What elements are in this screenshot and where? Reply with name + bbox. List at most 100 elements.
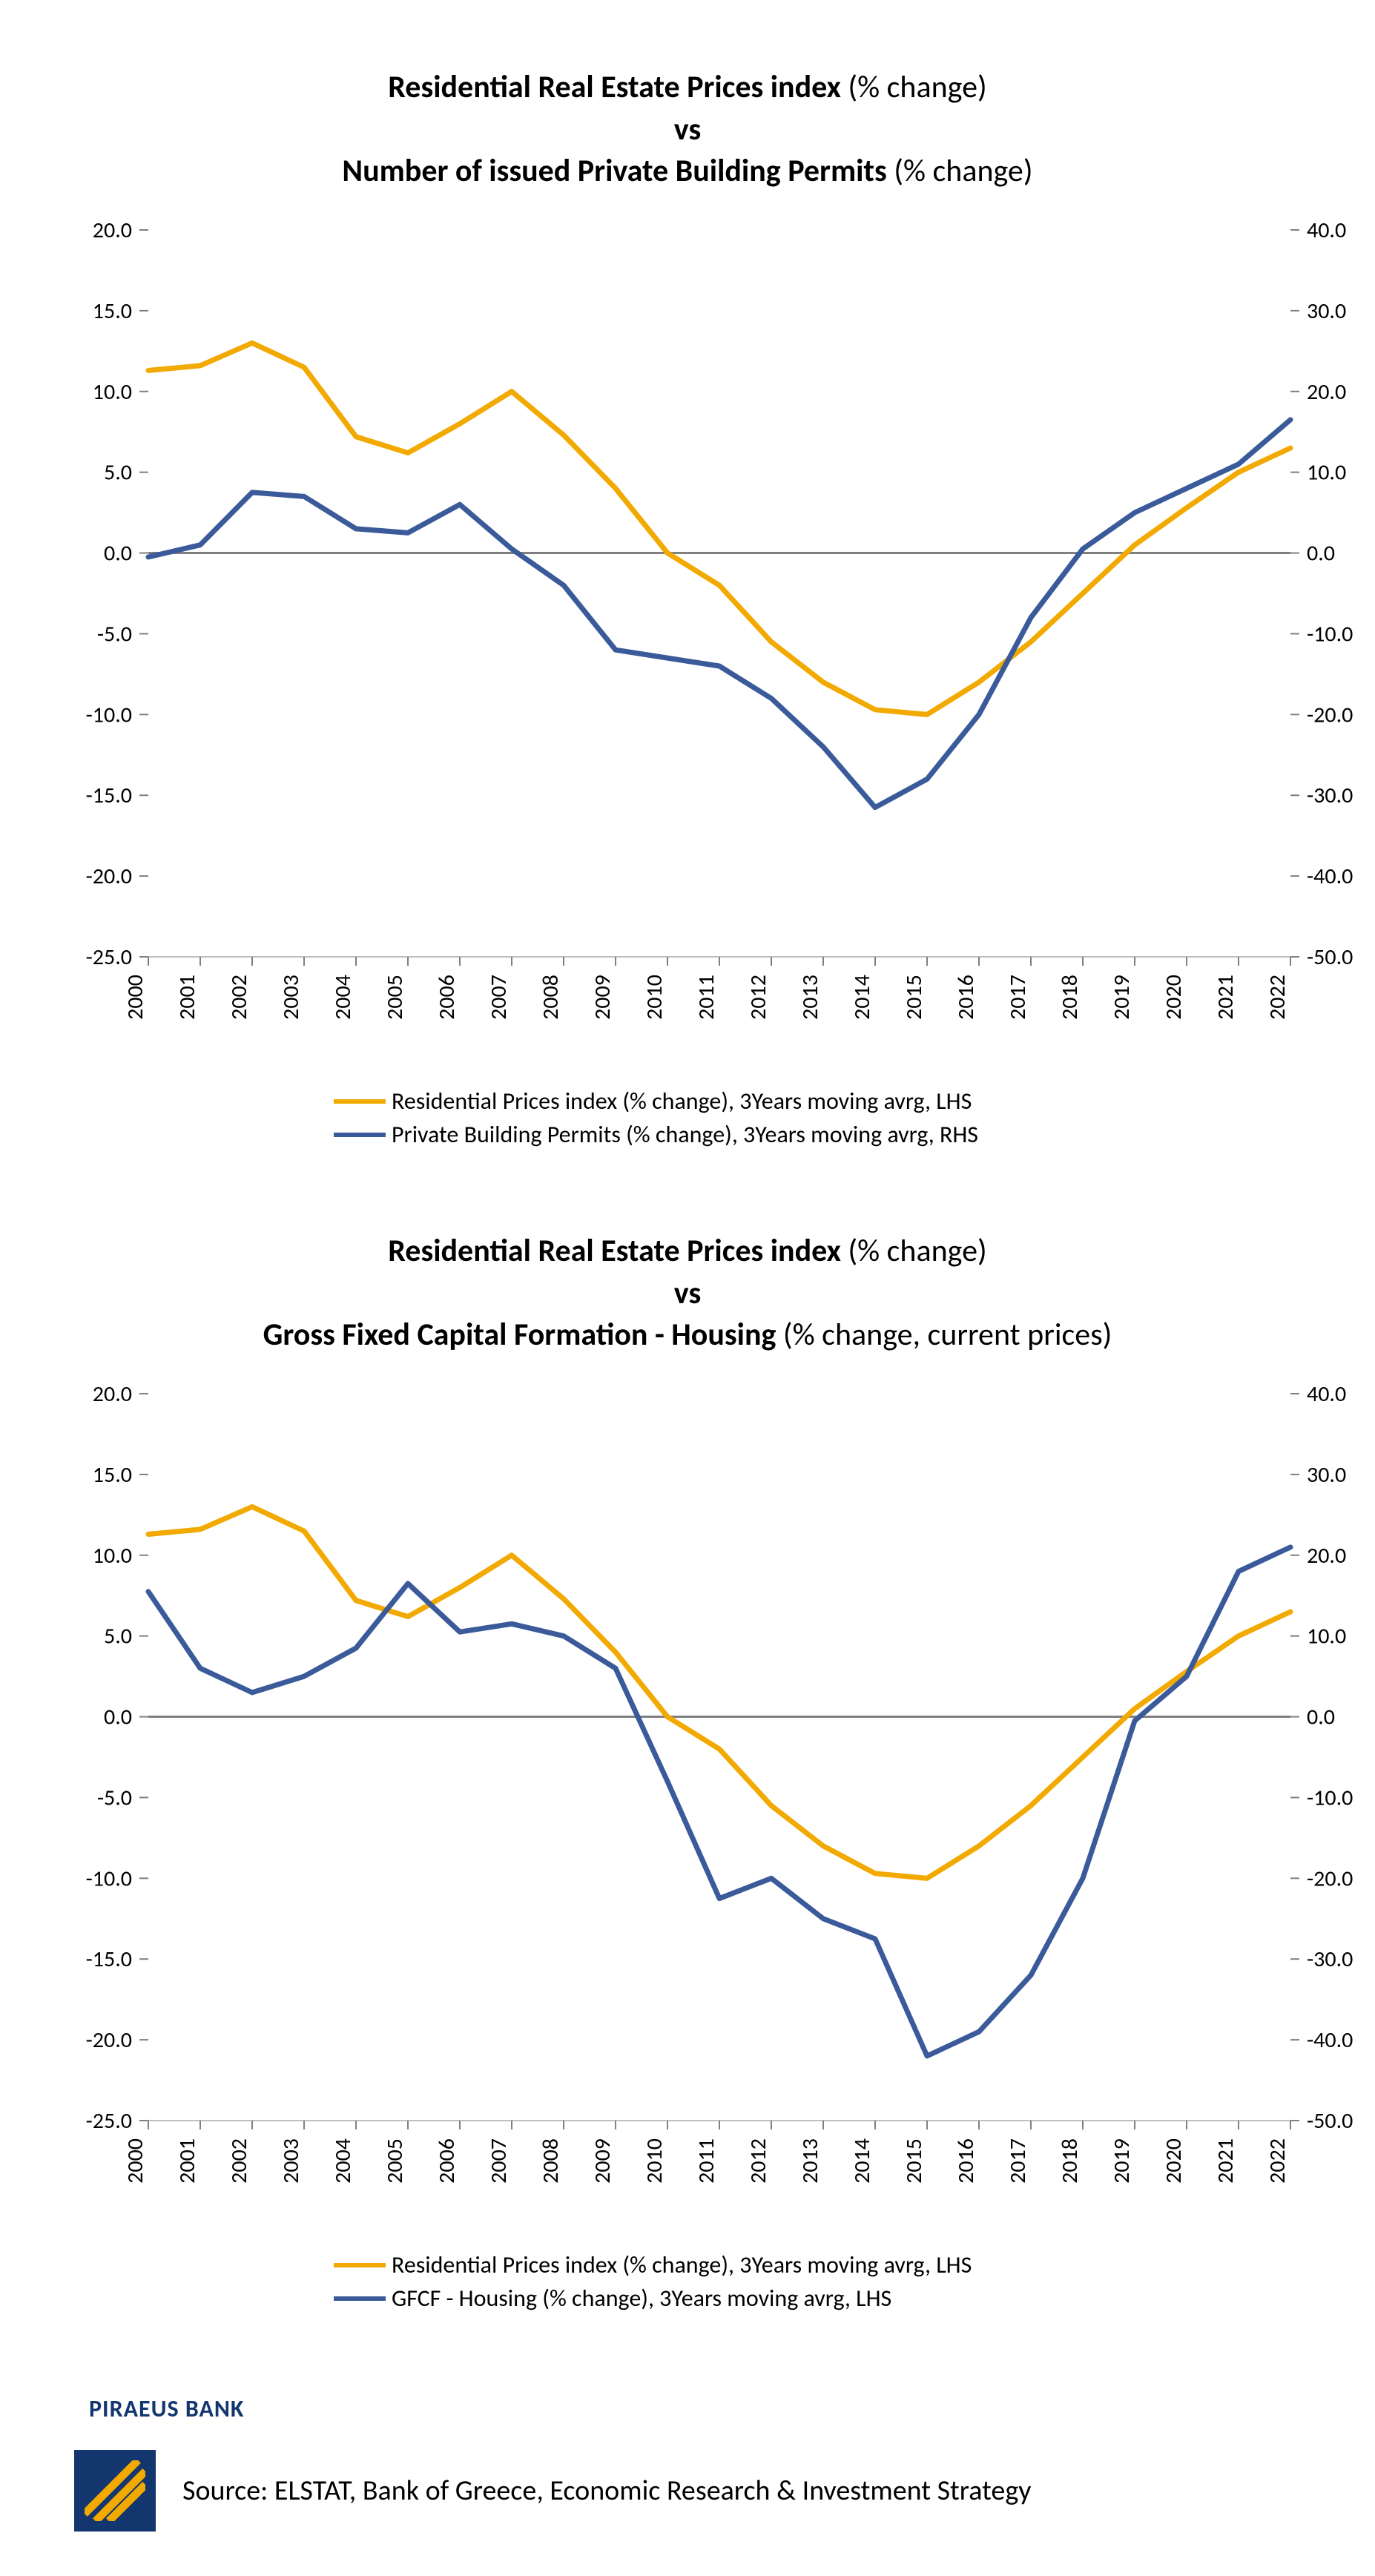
chart2-title-line2: vs [674, 1274, 702, 1312]
svg-text:2010: 2010 [641, 975, 668, 1020]
svg-text:-10.0: -10.0 [1307, 621, 1353, 648]
svg-text:0.0: 0.0 [104, 1704, 132, 1731]
svg-text:2000: 2000 [122, 975, 149, 1020]
svg-text:-10.0: -10.0 [86, 1865, 132, 1892]
svg-text:0.0: 0.0 [1307, 540, 1335, 567]
svg-text:2009: 2009 [589, 975, 616, 1020]
svg-text:15.0: 15.0 [93, 1461, 132, 1489]
svg-text:30.0: 30.0 [1307, 1461, 1346, 1489]
svg-text:10.0: 10.0 [1307, 1623, 1346, 1650]
svg-text:2003: 2003 [277, 2138, 305, 2184]
source-text: Source: ELSTAT, Bank of Greece, Economic… [182, 2474, 1031, 2508]
svg-text:5.0: 5.0 [104, 1623, 132, 1650]
brand-text: PIRAEUS BANK [89, 2394, 1301, 2423]
source-row: Source: ELSTAT, Bank of Greece, Economic… [74, 2450, 1301, 2531]
chart2-plot: 20.0 15.0 10.0 5.0 0.0 -5.0 -10.0 -15.0 -20.0 -25… [44, 1386, 1331, 2228]
svg-text:-50.0: -50.0 [1307, 2107, 1353, 2135]
svg-text:30.0: 30.0 [1307, 297, 1346, 325]
svg-text:2002: 2002 [225, 2138, 253, 2184]
svg-text:-10.0: -10.0 [86, 701, 132, 728]
svg-text:2001: 2001 [174, 975, 201, 1020]
series-residential-prices [148, 1507, 1290, 1879]
chart2-title: Residential Real Estate Prices index (% … [44, 1231, 1331, 1357]
chart2-title-line1-rest: (% change) [841, 1232, 987, 1270]
svg-text:2010: 2010 [641, 2138, 668, 2184]
chart2-title-line1-bold: Residential Real Estate Prices index [388, 1232, 841, 1270]
chart2-block: Residential Real Estate Prices index (% … [44, 1231, 1331, 2313]
svg-text:2005: 2005 [381, 975, 409, 1020]
svg-text:20.0: 20.0 [1307, 378, 1346, 406]
brand-logo-icon [74, 2450, 156, 2531]
svg-text:2003: 2003 [277, 975, 305, 1020]
svg-text:2006: 2006 [433, 2138, 461, 2184]
svg-text:2017: 2017 [1004, 2138, 1032, 2184]
svg-text:10.0: 10.0 [93, 1542, 132, 1569]
series-residential-prices [148, 343, 1290, 715]
svg-text:-30.0: -30.0 [1307, 1946, 1353, 1973]
legend-label: Private Building Permits (% change), 3Ye… [392, 1120, 978, 1149]
svg-text:2007: 2007 [485, 2138, 512, 2184]
legend-item-residential-prices: Residential Prices index (% change), 3Ye… [334, 1087, 1331, 1116]
legend-label: Residential Prices index (% change), 3Ye… [392, 1087, 972, 1116]
svg-text:-40.0: -40.0 [1307, 2026, 1353, 2054]
svg-text:-5.0: -5.0 [97, 1785, 132, 1812]
svg-text:40.0: 40.0 [1307, 1386, 1346, 1408]
svg-text:2018: 2018 [1056, 975, 1084, 1020]
svg-text:15.0: 15.0 [93, 297, 132, 325]
svg-text:2020: 2020 [1160, 2138, 1187, 2184]
svg-text:2008: 2008 [537, 2138, 564, 2184]
svg-text:2018: 2018 [1056, 2138, 1084, 2184]
chart1-title-line3-bold: Number of issued Private Building Permit… [342, 152, 886, 190]
svg-text:-10.0: -10.0 [1307, 1785, 1353, 1812]
svg-text:2007: 2007 [485, 975, 512, 1020]
chart1-title-line1-bold: Residential Real Estate Prices index [388, 68, 841, 106]
svg-text:0.0: 0.0 [1307, 1704, 1335, 1731]
legend-swatch-icon [334, 1099, 386, 1104]
svg-text:2011: 2011 [693, 2138, 720, 2184]
svg-text:2019: 2019 [1108, 2138, 1135, 2184]
svg-text:2022: 2022 [1264, 2138, 1291, 2184]
svg-text:2013: 2013 [797, 975, 824, 1020]
svg-text:-20.0: -20.0 [1307, 701, 1353, 728]
svg-text:2017: 2017 [1004, 975, 1032, 1020]
legend-swatch-icon [334, 1133, 386, 1137]
svg-text:2004: 2004 [329, 975, 357, 1020]
svg-text:20.0: 20.0 [93, 1386, 132, 1408]
chart1-title: Residential Real Estate Prices index (% … [44, 67, 1331, 193]
svg-text:-30.0: -30.0 [1307, 782, 1353, 809]
legend-swatch-icon [334, 2263, 386, 2267]
chart1-title-line3-rest: (% change) [887, 152, 1033, 190]
legend-item-building-permits: Private Building Permits (% change), 3Ye… [334, 1120, 1331, 1149]
svg-text:-15.0: -15.0 [86, 782, 132, 809]
svg-text:2012: 2012 [745, 2138, 772, 2184]
series-gfcf-housing [148, 1547, 1290, 2056]
svg-text:2015: 2015 [900, 2138, 928, 2184]
svg-text:2005: 2005 [381, 2138, 409, 2184]
svg-text:2002: 2002 [225, 975, 253, 1020]
svg-text:2014: 2014 [848, 975, 876, 1020]
legend-label: Residential Prices index (% change), 3Ye… [392, 2250, 972, 2279]
svg-text:2000: 2000 [122, 2138, 149, 2184]
svg-text:-15.0: -15.0 [86, 1946, 132, 1973]
svg-text:-50.0: -50.0 [1307, 943, 1353, 971]
svg-text:2001: 2001 [174, 2138, 201, 2184]
chart1-title-line2: vs [674, 111, 702, 148]
legend-item-residential-prices: Residential Prices index (% change), 3Ye… [334, 2250, 1331, 2279]
svg-text:2016: 2016 [952, 2138, 980, 2184]
legend-item-gfcf-housing: GFCF - Housing (% change), 3Years moving… [334, 2284, 1331, 2313]
svg-text:-40.0: -40.0 [1307, 863, 1353, 890]
chart1-title-line1-rest: (% change) [841, 68, 987, 106]
svg-text:20.0: 20.0 [93, 223, 132, 244]
svg-text:5.0: 5.0 [104, 459, 132, 487]
svg-text:2019: 2019 [1108, 975, 1135, 1020]
chart2-legend: Residential Prices index (% change), 3Ye… [44, 2250, 1331, 2313]
svg-text:2014: 2014 [848, 2138, 876, 2184]
page: Residential Real Estate Prices index (% … [0, 0, 1375, 2576]
svg-text:2015: 2015 [900, 975, 928, 1020]
svg-text:-25.0: -25.0 [86, 2107, 132, 2135]
svg-text:-20.0: -20.0 [86, 2026, 132, 2054]
chart2-title-line3-bold: Gross Fixed Capital Formation - Housing [263, 1316, 776, 1354]
svg-text:20.0: 20.0 [1307, 1542, 1346, 1569]
svg-text:-25.0: -25.0 [86, 943, 132, 971]
chart1-legend: Residential Prices index (% change), 3Ye… [44, 1087, 1331, 1149]
